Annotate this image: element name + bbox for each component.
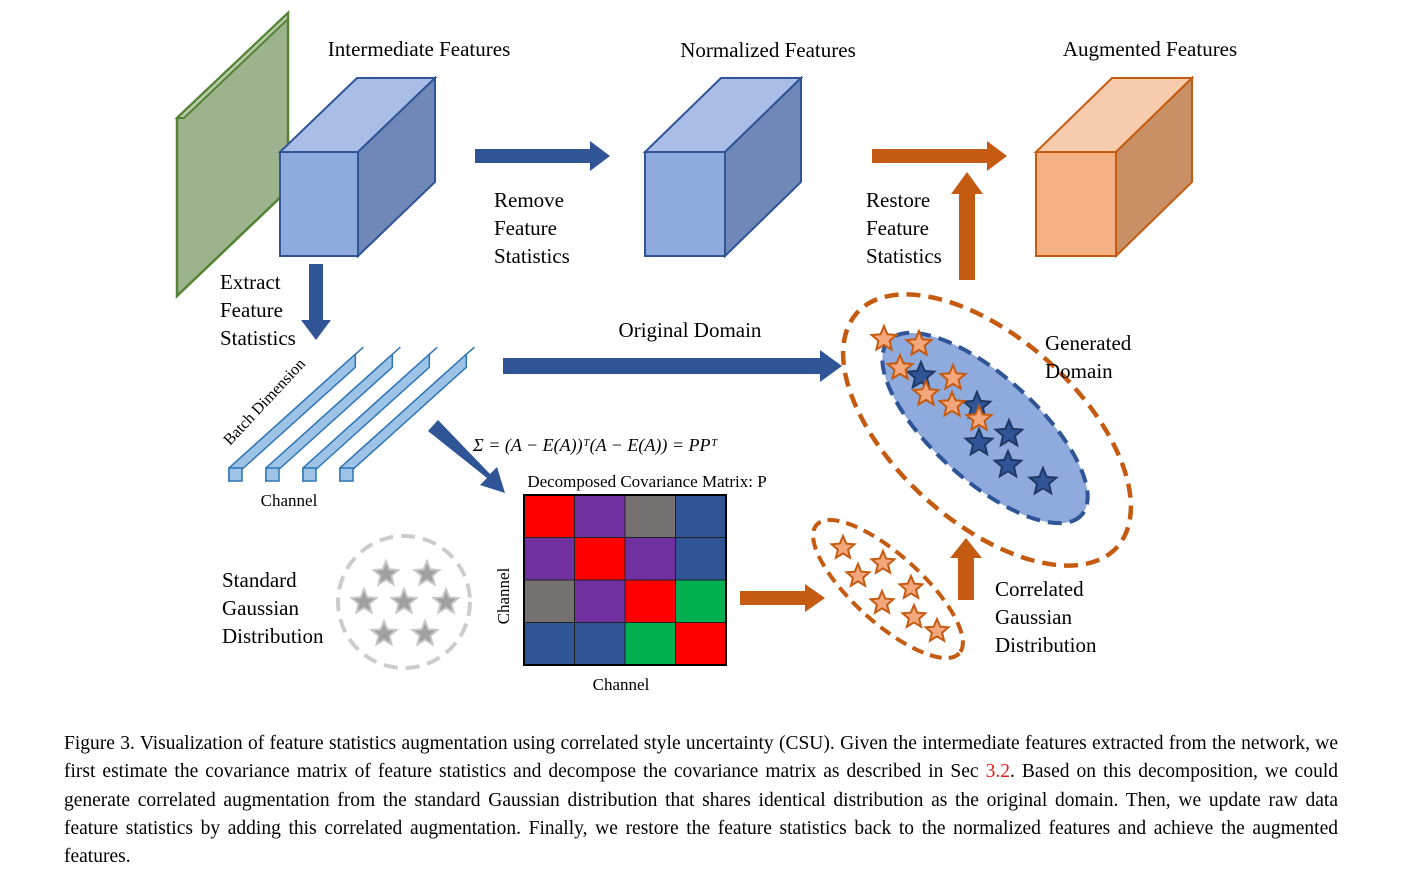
matrix-cell (523, 537, 575, 581)
star-icon (911, 378, 941, 407)
star-icon (964, 403, 994, 432)
channel-bar (339, 346, 475, 483)
csu-diagram: Intermediate Features Normalized Feature… (174, 10, 1237, 694)
star-icon (369, 618, 399, 647)
matrix-cell (624, 537, 676, 581)
channel-bar (302, 346, 438, 483)
channel-bar (228, 346, 364, 483)
original-domain-arrow (503, 350, 842, 382)
up-arrow-augmented (951, 172, 983, 280)
label-extract-1: Extract (220, 270, 281, 294)
label-augmented: Augmented Features (1063, 37, 1237, 61)
star-icon (993, 417, 1025, 448)
label-channel-bars: Channel (261, 491, 318, 510)
label-standard-3: Distribution (222, 624, 324, 648)
label-remove-3: Statistics (494, 244, 570, 268)
star-icon (904, 328, 934, 357)
channel-bars (228, 346, 475, 483)
correlated-stars (829, 533, 951, 643)
matrix-border (523, 494, 727, 666)
label-extract-2: Feature (220, 298, 283, 322)
green-panel (174, 10, 290, 299)
star-icon (963, 426, 995, 457)
star-icon (410, 618, 440, 647)
star-icon (923, 616, 951, 643)
label-generated-1: Generated (1045, 331, 1132, 355)
star-icon (869, 548, 897, 575)
standard-gaussian-circle (336, 534, 472, 670)
extract-arrow (301, 264, 331, 340)
normalized-features-cube (642, 75, 804, 259)
matrix-cell (624, 494, 676, 538)
star-icon (869, 323, 899, 352)
star-icon (885, 352, 915, 381)
matrix-cell (675, 494, 727, 538)
matrix-ylabel: Channel (494, 567, 513, 624)
matrix-cell (523, 494, 575, 538)
star-icon (412, 558, 442, 587)
generated-stars (869, 323, 1059, 496)
matrix-cell (574, 579, 626, 623)
matrix-cell (523, 579, 575, 623)
label-correlated-2: Gaussian (995, 605, 1072, 629)
label-correlated-3: Distribution (995, 633, 1097, 657)
label-intermediate: Intermediate Features (328, 37, 511, 61)
correlated-gaussian-ellipse (811, 517, 965, 661)
star-icon (371, 558, 401, 587)
star-icon (844, 561, 872, 588)
star-icon (431, 586, 461, 615)
label-extract-3: Statistics (220, 326, 296, 350)
matrix-cell (574, 537, 626, 581)
up-arrow-generated (950, 538, 982, 600)
label-restore-2: Feature (866, 216, 929, 240)
covariance-matrix (523, 494, 727, 666)
correlated-arrow (740, 584, 825, 612)
matrix-cell (523, 622, 575, 666)
label-batch-dimension: Batch Dimension (220, 356, 309, 449)
star-icon (992, 448, 1024, 479)
matrix-cell (675, 537, 727, 581)
label-standard-2: Gaussian (222, 596, 299, 620)
star-icon (389, 586, 419, 615)
channel-bar (265, 346, 401, 483)
generated-domain-outer-ellipse (840, 292, 1134, 568)
star-icon (868, 588, 896, 615)
matrix-xlabel: Channel (593, 675, 650, 694)
formula: Σ = (A − E(A))ᵀ(A − E(A)) = PPᵀ (472, 435, 718, 456)
label-original-domain: Original Domain (619, 318, 762, 342)
label-generated-2: Domain (1045, 359, 1113, 383)
label-restore-1: Restore (866, 188, 930, 212)
label-standard-1: Standard (222, 568, 297, 592)
label-correlated-1: Correlated (995, 577, 1084, 601)
figure-caption: Figure 3. Visualization of feature stati… (64, 730, 1338, 871)
caption-section-link[interactable]: 3.2 (985, 761, 1010, 783)
label-restore-3: Statistics (866, 244, 942, 268)
matrix-cell (624, 579, 676, 623)
restore-arrow (872, 141, 1007, 171)
matrix-cell (574, 622, 626, 666)
label-remove-2: Feature (494, 216, 557, 240)
matrix-cell (675, 622, 727, 666)
star-icon (905, 359, 937, 390)
intermediate-features-cube (277, 75, 438, 259)
matrix-cell (624, 622, 676, 666)
matrix-cell (675, 579, 727, 623)
star-icon (938, 362, 968, 391)
caption-suffix: . Based on this decomposition, we could … (64, 761, 1338, 868)
caption-prefix: Figure 3. Visualization of feature stati… (64, 733, 1338, 783)
augmented-features-cube (1033, 75, 1195, 259)
gray-stars (349, 558, 461, 647)
star-icon (937, 389, 967, 418)
matrix-cell (574, 494, 626, 538)
star-icon (897, 573, 925, 600)
star-icon (1027, 465, 1059, 496)
matrix-title: Decomposed Covariance Matrix: P (527, 472, 766, 491)
star-icon (349, 586, 379, 615)
label-remove-1: Remove (494, 188, 564, 212)
star-icon (900, 602, 928, 629)
covariance-arrow (428, 420, 505, 493)
star-icon (829, 533, 857, 560)
label-normalized: Normalized Features (680, 38, 856, 62)
remove-arrow (475, 141, 610, 171)
